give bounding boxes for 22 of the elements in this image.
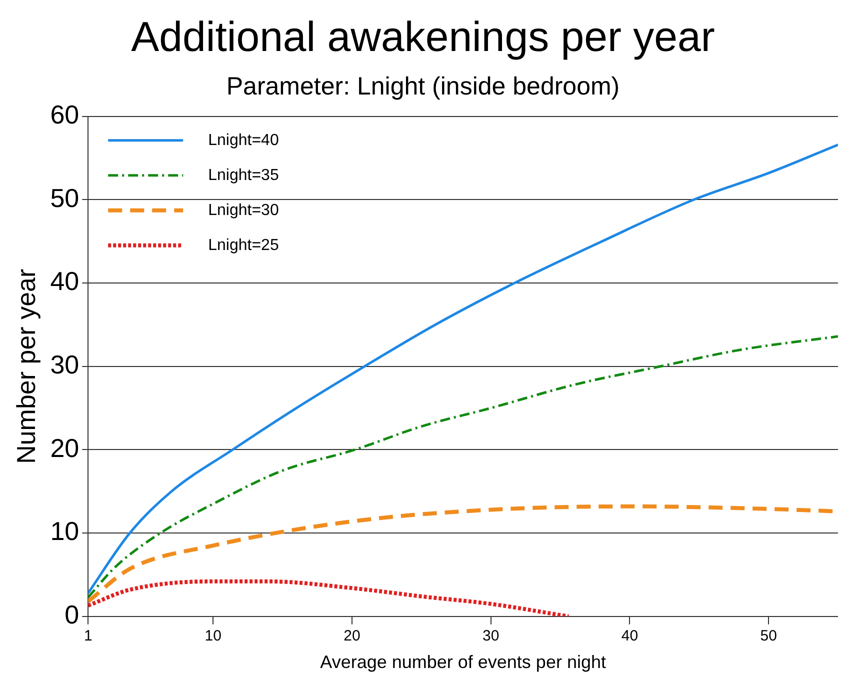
chart-title: Additional awakenings per year (131, 12, 715, 60)
y-tick-label: 50 (50, 182, 80, 213)
x-tick-label: 10 (204, 628, 222, 645)
y-tick-label: 0 (64, 600, 80, 630)
y-tick-label: 20 (50, 432, 80, 463)
legend-label: Lnight=35 (208, 166, 279, 184)
x-tick-label: 1 (84, 628, 92, 645)
legend-label: Lnight=25 (208, 236, 279, 254)
x-tick-label: 40 (621, 628, 638, 645)
y-tick-label: 30 (50, 350, 80, 380)
legend-label: Lnight=40 (208, 132, 279, 149)
x-tick-label: 30 (482, 628, 500, 645)
line-series (88, 579, 571, 616)
y-axis-title: Number per year (10, 268, 41, 464)
x-axis-title: Average number of events per night (320, 652, 606, 672)
legend-label: Lnight=30 (208, 202, 279, 219)
y-tick-label: 40 (50, 266, 80, 296)
x-tick-label: 20 (344, 628, 360, 645)
chart-subtitle: Parameter: Lnight (inside bedroom) (226, 72, 620, 100)
y-tick-label: 10 (50, 516, 80, 546)
x-tick-label: 50 (760, 628, 777, 645)
y-tick-label: 60 (50, 100, 80, 130)
